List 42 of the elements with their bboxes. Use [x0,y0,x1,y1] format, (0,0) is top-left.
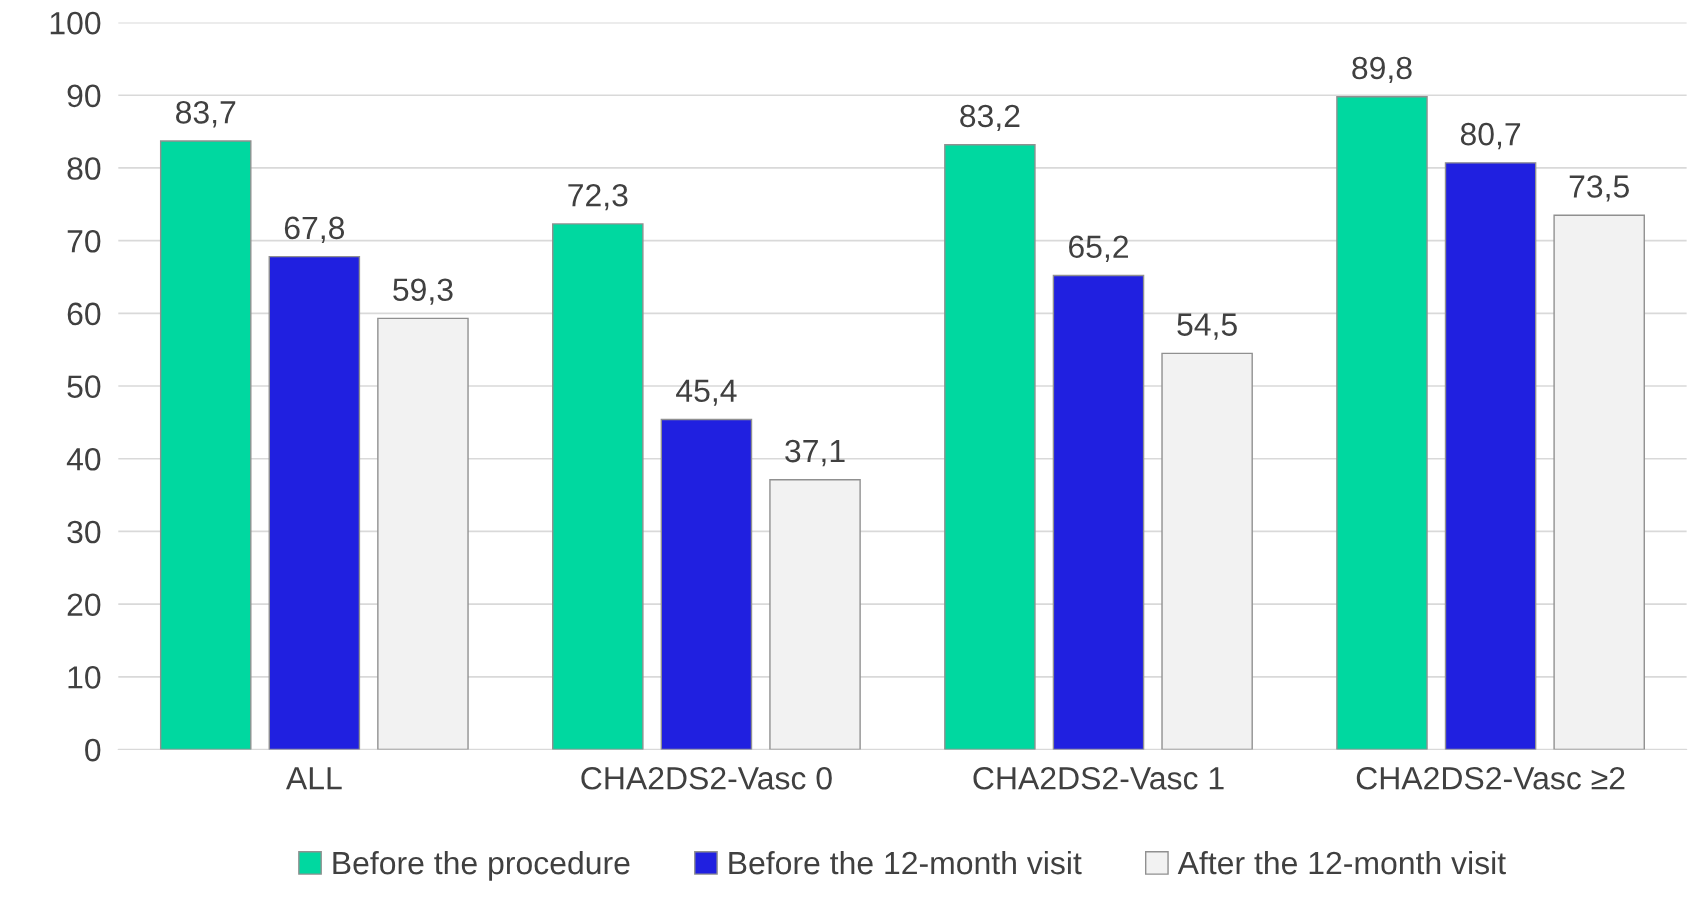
legend-label: Before the 12-month visit [729,850,1082,875]
x-tick-label: CHA2DS2-Vasc 0 [581,767,832,790]
data-label: 73,5 [1569,175,1629,202]
data-label: 54,5 [1177,313,1237,340]
x-tick-label: CHA2DS2-Vasc 1 [973,767,1224,790]
x-tick-label: CHA2DS2-Vasc ≥2 [1356,767,1625,790]
data-label: 72,3 [568,183,628,211]
data-label: 45,4 [676,379,737,406]
bar [159,140,252,750]
data-label: 83,2 [960,104,1020,132]
bar [1336,96,1428,750]
y-tick-label: 10 [68,666,101,689]
data-label: 37,1 [785,439,845,467]
bar [1161,352,1253,750]
bar [552,223,644,750]
bar [377,317,469,750]
y-tick-label: 100 [50,11,101,35]
bar [1444,162,1537,750]
y-tick-label: 0 [85,738,101,762]
data-label: 67,8 [284,216,345,243]
data-label: 59,3 [393,278,453,305]
y-tick-label: 30 [67,520,101,544]
y-tick-label: 70 [67,229,101,253]
y-tick-label: 90 [67,84,101,108]
bar [1553,214,1645,750]
y-tick-label: 80 [67,157,101,180]
data-label: 89,8 [1352,56,1412,84]
bar [944,144,1036,750]
x-tick-label: ALL [285,767,342,790]
bar [769,479,861,750]
y-tick-label: 40 [66,447,101,471]
data-label: 83,7 [176,101,236,128]
y-tick-label: 60 [67,302,101,326]
data-label: 80,7 [1460,122,1521,150]
data-label: 65,2 [1069,235,1128,262]
y-tick-label: 20 [67,593,101,616]
bar [1052,274,1145,750]
legend-label: Before the procedure [333,850,630,881]
y-tick-label: 50 [67,375,101,398]
bar [660,418,753,750]
legend-label: After the 12-month visit [1177,850,1506,875]
bar [268,255,361,750]
